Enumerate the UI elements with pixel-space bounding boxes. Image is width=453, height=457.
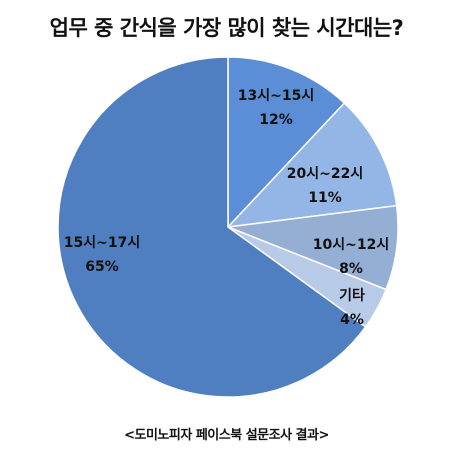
- pie-slice: [227, 56, 346, 229]
- slice-label: 20시~22시: [287, 166, 363, 182]
- slice-value-label: 4%: [340, 312, 364, 328]
- slice-label: 10시~12시: [313, 237, 389, 253]
- slice-value-label: 12%: [259, 112, 293, 128]
- slice-value-label: 65%: [85, 259, 119, 275]
- pie-slice: [226, 102, 398, 229]
- slice-label: 15시~17시: [64, 235, 140, 251]
- source-note: <도미노피자 페이스북 설문조사 결과>: [124, 428, 329, 443]
- slice-label: 13시~15시: [238, 88, 314, 104]
- pie-slice: [57, 56, 367, 398]
- chart-title: 업무 중 간식을 가장 많이 찾는 시간대는?: [49, 16, 404, 40]
- slice-label: 기타: [339, 288, 365, 304]
- slice-value-label: 11%: [308, 190, 342, 206]
- slice-value-label: 8%: [339, 261, 363, 277]
